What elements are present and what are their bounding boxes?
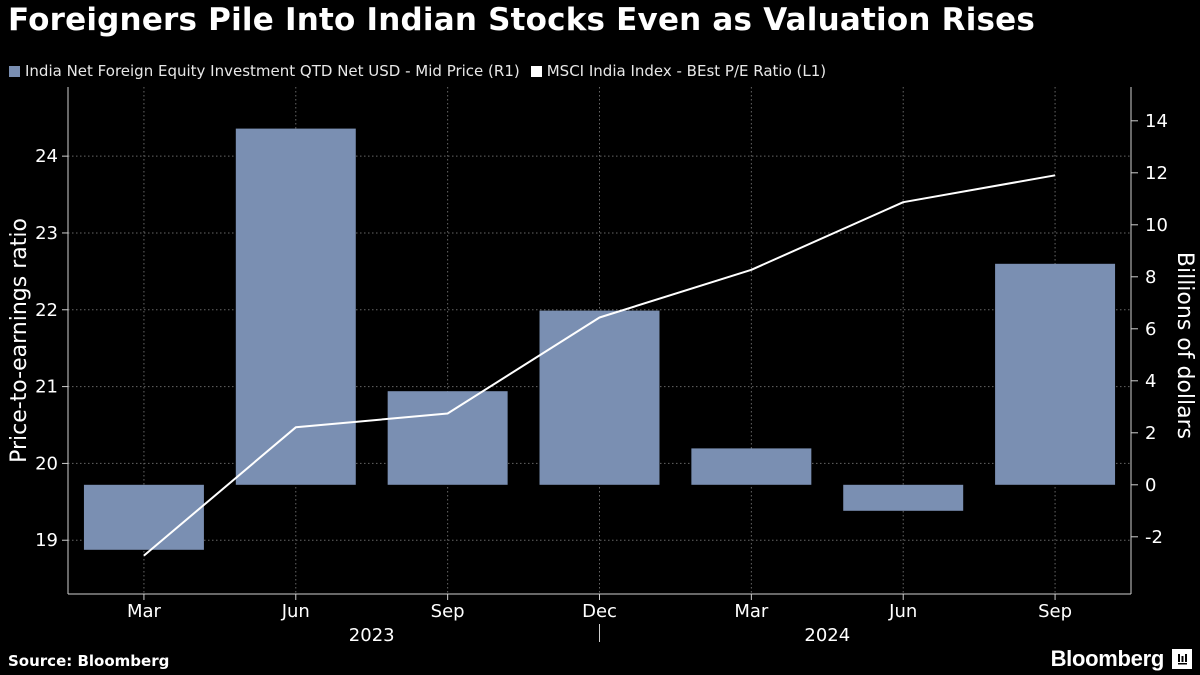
left-axis-title: Price-to-earnings ratio — [7, 218, 32, 463]
bar — [843, 484, 964, 511]
left-tick-label: 19 — [35, 530, 58, 551]
right-tick-label: 10 — [1145, 215, 1168, 236]
legend-swatch-bars — [9, 65, 20, 77]
legend-swatch-line — [530, 65, 542, 77]
right-tick-label: 0 — [1145, 475, 1156, 496]
x-tick-label: Mar — [127, 601, 162, 622]
right-tick-label: 8 — [1145, 267, 1156, 288]
year-label: 2023 — [349, 625, 395, 646]
x-tick-label: Sep — [1038, 601, 1072, 622]
chart-title: Foreigners Pile Into Indian Stocks Even … — [8, 2, 1036, 38]
right-axis-title: Billions of dollars — [1172, 252, 1197, 439]
year-label: 2024 — [804, 625, 850, 646]
bar — [387, 391, 508, 485]
left-tick-label: 21 — [35, 377, 58, 398]
source-note: Source: Bloomberg — [8, 652, 170, 670]
x-tick-label: Dec — [582, 601, 617, 622]
right-tick-label: 6 — [1145, 319, 1156, 340]
right-tick-label: -2 — [1145, 527, 1163, 548]
bloomberg-logo: Bloomberg — [1051, 646, 1192, 672]
bar — [235, 128, 356, 485]
x-tick-label: Jun — [888, 601, 917, 622]
left-tick-label: 22 — [35, 300, 58, 321]
bar — [539, 310, 660, 485]
bar — [995, 263, 1116, 485]
right-tick-label: 4 — [1145, 371, 1156, 392]
left-tick-label: 24 — [35, 146, 58, 167]
right-tick-label: 14 — [1145, 111, 1168, 132]
left-tick-label: 20 — [35, 453, 58, 474]
legend-label-line: MSCI India Index - BEst P/E Ratio (L1) — [546, 62, 827, 80]
x-tick-label: Sep — [431, 601, 465, 622]
legend: India Net Foreign Equity Investment QTD … — [9, 60, 837, 82]
right-tick-label: 2 — [1145, 423, 1156, 444]
left-tick-label: 23 — [35, 223, 58, 244]
right-tick-label: 12 — [1145, 163, 1168, 184]
x-tick-label: Jun — [281, 601, 310, 622]
legend-item-line: MSCI India Index - BEst P/E Ratio (L1) — [530, 62, 827, 80]
brand-name: Bloomberg — [1050, 646, 1165, 671]
bloomberg-mark-icon — [1172, 649, 1192, 669]
bar — [83, 484, 204, 550]
legend-item-bars: India Net Foreign Equity Investment QTD … — [9, 62, 520, 80]
legend-label-bars: India Net Foreign Equity Investment QTD … — [25, 62, 520, 80]
x-tick-label: Mar — [734, 601, 769, 622]
bar — [691, 448, 812, 485]
